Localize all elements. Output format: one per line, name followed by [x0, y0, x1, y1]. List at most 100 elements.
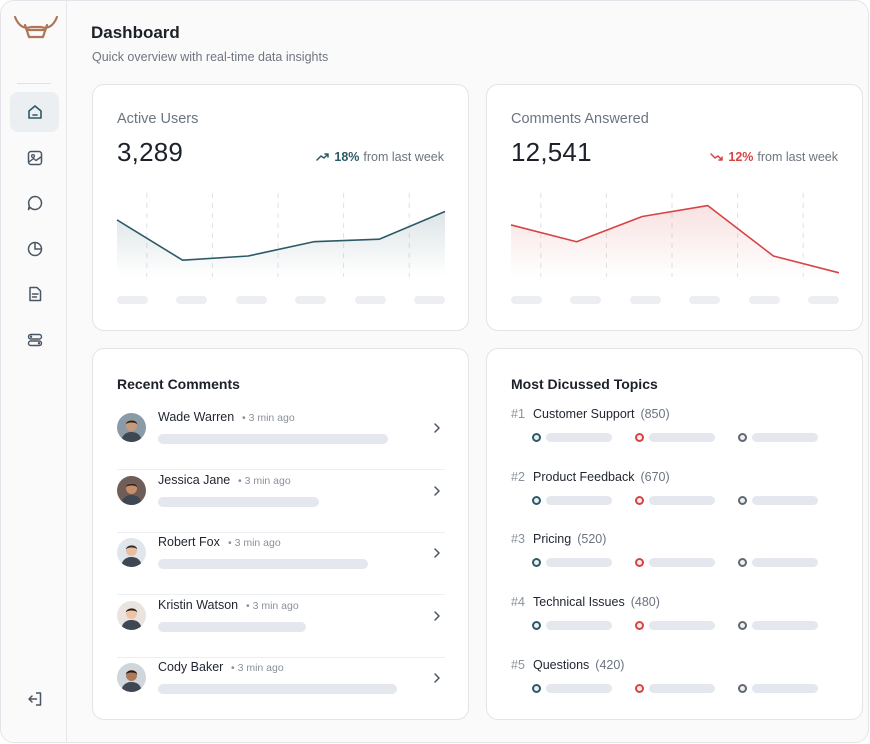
sidebar-item-gallery[interactable]: [10, 138, 59, 178]
neutral-stat-icon: [738, 621, 747, 631]
brand-logo: [13, 15, 59, 39]
sidebar-item-documents[interactable]: [10, 274, 59, 314]
row-divider: [117, 469, 445, 470]
comment-author-name: Cody Baker: [158, 660, 224, 674]
positive-stat-bar: [546, 683, 612, 693]
chevron-right-icon[interactable]: [432, 485, 442, 497]
comment-time-text: 3 min ago: [234, 537, 281, 549]
positive-stat-icon: [532, 558, 541, 568]
avatar: [117, 475, 146, 505]
comment-timestamp: • 3 min ago: [242, 412, 295, 424]
active-users-value: 3,289: [117, 137, 184, 167]
chevron-right-icon[interactable]: [432, 547, 442, 559]
comment-text-placeholder: [158, 559, 368, 569]
sidebar-item-messages[interactable]: [10, 183, 59, 223]
page-title: Dashboard: [91, 23, 180, 42]
neutral-stat-icon: [738, 495, 747, 505]
comment-list-item[interactable]: Cody Baker • 3 min ago: [117, 658, 445, 720]
separator-dot: •: [231, 662, 238, 674]
separator-dot: •: [242, 412, 249, 424]
comment-author-name: Jessica Jane: [158, 472, 231, 487]
neutral-stat-bar: [752, 621, 818, 631]
chat-icon: [27, 195, 42, 211]
topic-item: #1 Customer Support (850): [511, 407, 841, 455]
positive-stat-icon: [532, 433, 541, 442]
positive-stat-bar: [546, 621, 612, 631]
row-divider: [117, 656, 445, 658]
avatar: [117, 413, 146, 442]
x-tick-label-placeholder: [511, 296, 542, 304]
recent-comments-title: Recent Comments: [117, 376, 240, 392]
comment-time-text: 3 min ago: [244, 474, 291, 487]
comments-answered-change-pct: 12%: [728, 150, 754, 164]
sidebar-item-home[interactable]: [10, 92, 59, 132]
negative-stat-icon: [635, 683, 644, 693]
chart-area: [511, 205, 839, 277]
topic-count: (480): [630, 595, 660, 610]
topic-count: (520): [577, 532, 607, 547]
comment-text-placeholder: [158, 434, 388, 444]
comment-text-placeholder: [158, 684, 397, 694]
chevron-right-icon[interactable]: [432, 672, 442, 684]
chevron-right-icon[interactable]: [432, 422, 442, 434]
neutral-stat-icon: [738, 683, 747, 693]
comment-list-item[interactable]: Robert Fox • 3 min ago: [117, 533, 445, 595]
topic-name-text: Pricing: [533, 532, 572, 547]
comments-answered-label: Comments Answered: [511, 111, 649, 127]
home-icon: [27, 105, 42, 119]
comment-list-item[interactable]: Wade Warren • 3 min ago: [117, 408, 445, 470]
topic-rank: #5: [511, 657, 525, 672]
topic-count: (670): [640, 469, 670, 484]
comment-list-item[interactable]: Kristin Watson • 3 min ago: [117, 596, 445, 658]
comments-answered-chart: [510, 193, 840, 277]
x-tick-label-placeholder: [570, 296, 602, 304]
topic-item: #3 Pricing (520): [511, 532, 841, 580]
active-users-card: Active Users 3,289 18% from last week: [92, 84, 469, 331]
separator-dot: •: [246, 599, 253, 612]
active-users-change: 18% from last week: [316, 150, 444, 164]
document-icon: [28, 286, 41, 302]
x-tick-label-placeholder: [629, 296, 661, 304]
negative-stat-bar: [649, 621, 715, 631]
comment-time-text: 3 min ago: [237, 662, 284, 674]
topic-name-text: Customer Support: [533, 407, 635, 421]
topic-name-text: Technical Issues: [533, 595, 625, 610]
separator-dot: •: [238, 474, 245, 487]
sidebar-item-analytics[interactable]: [10, 229, 59, 269]
topic-item: #2 Product Feedback (670): [511, 470, 841, 518]
logout-button[interactable]: [10, 679, 59, 719]
topic-rank: #4: [511, 595, 525, 610]
comment-list-item[interactable]: Jessica Jane • 3 min ago: [117, 471, 445, 533]
x-tick-label-placeholder: [176, 296, 208, 304]
chart-series-line: [510, 204, 840, 274]
chart-series-line: [116, 210, 446, 261]
x-tick-label-placeholder: [295, 296, 327, 304]
comment-author-name: Wade Warren: [158, 410, 235, 424]
positive-stat-bar: [546, 558, 612, 568]
negative-stat-bar: [649, 683, 715, 693]
neutral-stat-icon: [738, 433, 747, 442]
negative-stat-icon: [635, 495, 644, 505]
chevron-right-icon[interactable]: [432, 610, 442, 622]
comment-text-placeholder: [158, 496, 319, 507]
logout-icon: [27, 692, 41, 706]
active-users-chart: [116, 193, 446, 277]
topic-name-text: Product Feedback: [533, 469, 635, 484]
comments-answered-value: 12,541: [511, 137, 592, 167]
comment-author-name: Robert Fox: [158, 535, 220, 549]
topic-item: #5 Questions (420): [511, 658, 841, 706]
avatar: [117, 600, 146, 630]
sidebar-item-settings[interactable]: [10, 320, 59, 360]
negative-stat-bar: [649, 433, 715, 442]
negative-stat-icon: [635, 558, 644, 568]
trend-up-icon: [316, 153, 330, 161]
sidebar: [1, 1, 67, 742]
negative-stat-icon: [635, 433, 644, 442]
avatar: [117, 538, 146, 567]
comments-answered-change-text: from last week: [757, 150, 838, 164]
comment-timestamp: • 3 min ago: [228, 537, 281, 549]
topic-name: Technical Issues (480): [533, 595, 660, 609]
neutral-stat-bar: [752, 433, 818, 442]
x-tick-label-placeholder: [808, 296, 839, 304]
